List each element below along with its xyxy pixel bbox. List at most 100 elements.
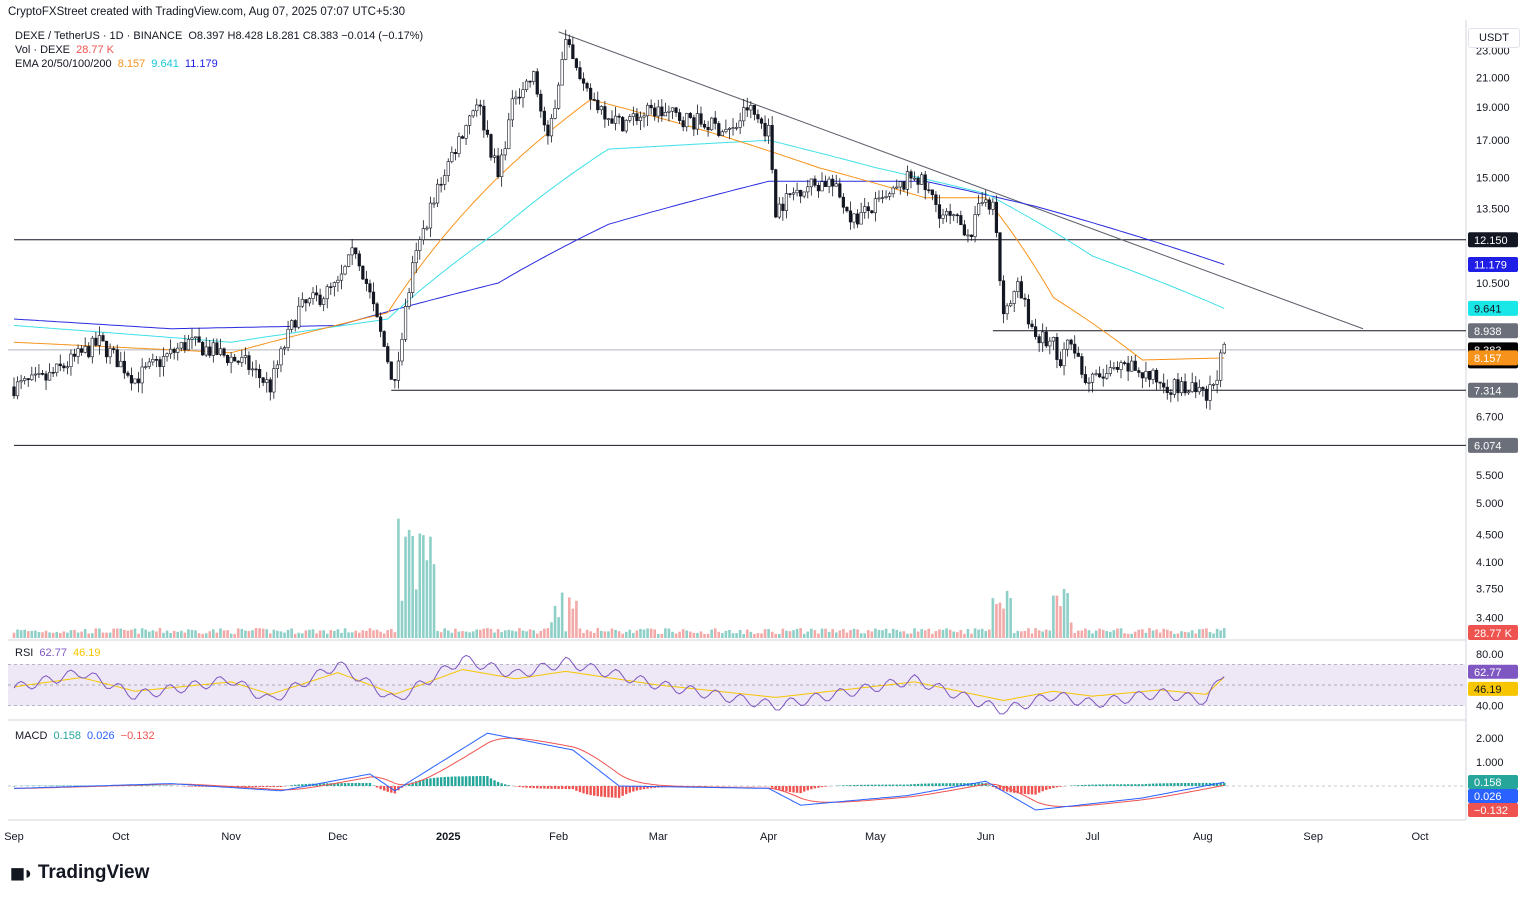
volume-bar	[496, 629, 500, 638]
candle-body	[560, 59, 564, 86]
volume-bar	[179, 630, 183, 638]
candle-body	[1087, 382, 1091, 384]
volume-bar	[1098, 628, 1101, 638]
volume-bar	[503, 630, 507, 638]
macd-histogram-bar	[635, 786, 639, 791]
macd-histogram-bar	[407, 783, 411, 786]
candle-body	[154, 359, 158, 361]
candle-body	[240, 357, 244, 363]
volume-bar	[215, 632, 219, 638]
candle-body	[190, 337, 194, 340]
volume-bar	[244, 630, 247, 638]
candle-body	[795, 189, 799, 194]
brand-label: TradingView	[37, 862, 150, 883]
macd-histogram-bar	[881, 784, 884, 786]
price-tick-label: 3.400	[1476, 612, 1504, 624]
candle-body	[799, 189, 803, 197]
macd-histogram-bar	[877, 784, 881, 786]
candle-body	[65, 366, 69, 369]
candle-body	[169, 348, 173, 355]
candle-body	[987, 199, 991, 210]
volume-bar	[795, 628, 799, 638]
macd-histogram-bar	[365, 782, 368, 786]
macd-histogram-bar	[1005, 786, 1009, 792]
candle-body	[1147, 371, 1152, 380]
volume-bar	[820, 628, 824, 638]
candle-body	[663, 112, 667, 117]
macd-histogram-bar	[1098, 784, 1101, 786]
volume-bar	[717, 631, 721, 638]
volume-bar	[1137, 629, 1141, 638]
candle-body	[1019, 281, 1023, 299]
macd-histogram-bar	[375, 786, 379, 788]
legend-ema-row: EMA 20/50/100/200 8.157 9.641 11.179	[15, 58, 221, 70]
macd-badge-label: −0.132	[1474, 805, 1508, 817]
rsi-ma-value: 46.19	[73, 647, 101, 659]
candle-body	[37, 373, 41, 375]
volume-bar	[689, 631, 692, 638]
macd-histogram-bar	[244, 786, 247, 788]
candle-body	[76, 348, 80, 357]
volume-bar	[318, 630, 322, 638]
macd-badge	[1468, 803, 1518, 817]
volume-bar	[628, 629, 632, 638]
candle-body	[510, 98, 514, 121]
macd-histogram-bar	[785, 786, 788, 792]
price-tick-label: 6.700	[1476, 411, 1504, 423]
candle-body	[1169, 392, 1173, 395]
candle-body	[585, 82, 589, 89]
candle-body	[318, 294, 322, 305]
macd-histogram-bar	[532, 786, 535, 789]
candle-body	[788, 193, 792, 195]
price-tick-label: 4.500	[1476, 529, 1504, 541]
candle-body	[1001, 280, 1006, 315]
volume-bar	[69, 630, 73, 638]
rsi-ma-badge	[1468, 681, 1518, 696]
volume-bar	[165, 630, 169, 638]
volume-bar	[703, 633, 706, 638]
candle-body	[1062, 348, 1066, 367]
volume-bar	[1201, 629, 1205, 638]
candle-body	[1176, 379, 1180, 394]
candle-body	[834, 183, 838, 187]
time-axis-label: 2025	[436, 831, 460, 843]
macd-histogram-bar	[998, 786, 1002, 790]
macd-histogram-bar	[393, 786, 397, 794]
macd-histogram-bar	[436, 777, 439, 786]
macd-histogram-bar	[553, 786, 557, 789]
time-axis-label: Jul	[1085, 831, 1099, 843]
volume-bar	[1173, 633, 1176, 638]
volume-bar	[261, 628, 265, 638]
volume-bar	[1023, 631, 1027, 638]
candle-body	[507, 119, 511, 150]
candle-body	[959, 215, 963, 226]
macd-histogram-bar	[486, 776, 489, 786]
macd-histogram-bar	[924, 783, 927, 786]
macd-histogram-bar	[1141, 784, 1144, 786]
candle-body	[386, 346, 390, 363]
macd-histogram-bar	[543, 786, 546, 789]
volume-bar	[76, 632, 80, 638]
macd-histogram-bar	[240, 786, 244, 788]
volume-bar	[41, 632, 44, 638]
volume-bar	[115, 628, 119, 638]
candle-body	[350, 247, 354, 256]
candle-body	[258, 369, 262, 379]
volume-bar	[439, 632, 443, 638]
candle-body	[667, 110, 671, 113]
volume-bar	[1016, 630, 1020, 638]
candle-body	[1026, 299, 1031, 325]
volume-bar	[418, 533, 422, 638]
candle-body	[396, 360, 401, 381]
macd-histogram-bar	[952, 783, 955, 786]
macd-histogram-bar	[1112, 784, 1116, 786]
macd-histogram-bar	[425, 778, 429, 786]
volume-bar	[486, 628, 489, 638]
currency-button[interactable]: USDT	[1468, 28, 1520, 48]
price-tick-label: 5.500	[1476, 470, 1504, 482]
volume-bar	[464, 631, 468, 638]
macd-histogram-bar	[1119, 784, 1123, 786]
candle-body	[1098, 373, 1102, 378]
volume-bar	[144, 629, 148, 638]
